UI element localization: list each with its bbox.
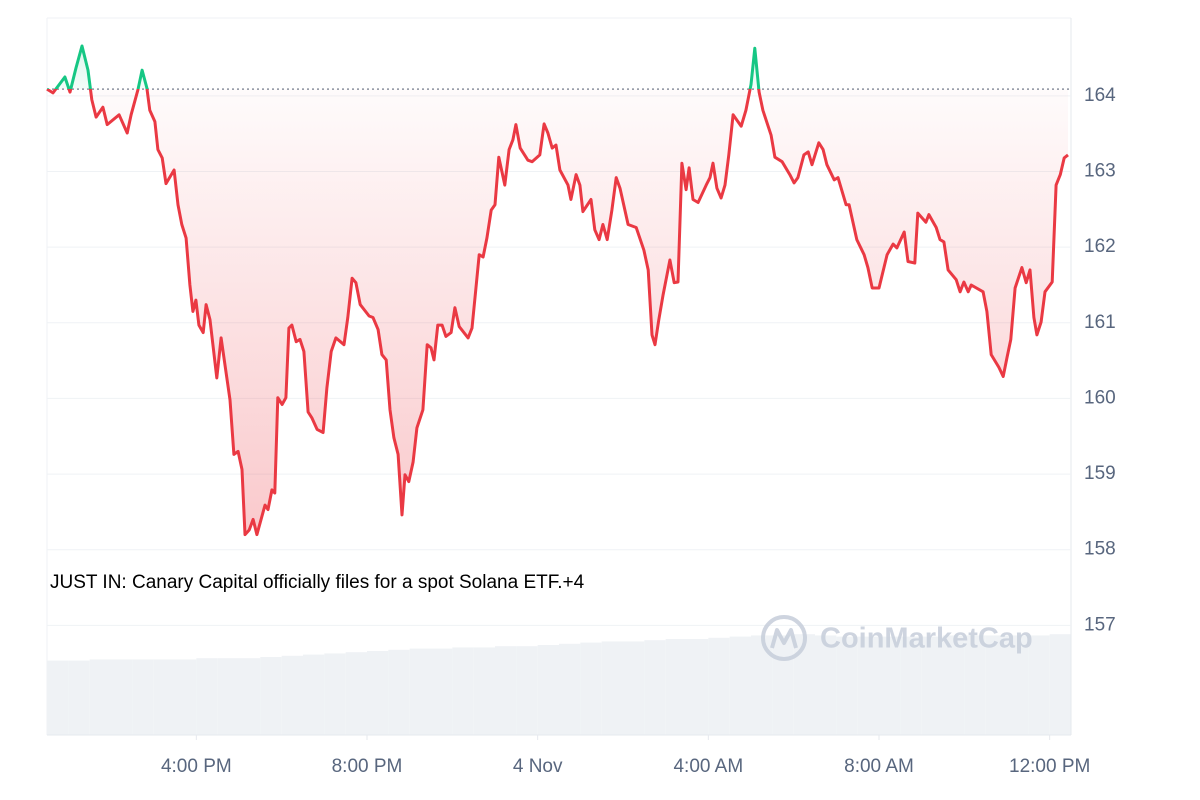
volume-bar (601, 641, 623, 735)
watermark-text: CoinMarketCap (820, 623, 1033, 655)
y-tick-label: 157 (1084, 614, 1116, 635)
volume-bar (665, 639, 687, 735)
watermark-logo (761, 615, 807, 661)
volume-bar (111, 659, 133, 735)
watermark: CoinMarketCap (761, 615, 1033, 661)
volume-bar (153, 659, 175, 735)
volume-bar (409, 648, 431, 735)
volume-bar (516, 646, 538, 735)
volume-bar (1028, 635, 1050, 735)
volume-bar (537, 645, 559, 735)
volume-bar (281, 655, 303, 735)
y-tick-label: 160 (1084, 387, 1116, 408)
volume-bar (879, 636, 901, 735)
volume-bar (1049, 634, 1071, 735)
y-tick-label: 162 (1084, 236, 1116, 257)
volume-bar (687, 639, 709, 735)
y-tick-label: 161 (1084, 312, 1116, 333)
volume-bar (921, 636, 943, 735)
volume-bar (623, 641, 645, 735)
volume-bar (217, 658, 239, 735)
x-tick-label: 4 Nov (513, 756, 563, 777)
volume-bar (431, 648, 453, 735)
x-tick-label: 12:00 PM (1009, 756, 1090, 777)
x-tick-label: 4:00 PM (161, 756, 232, 777)
volume-bar (239, 658, 261, 735)
volume-bar (345, 652, 367, 735)
volume-bar (751, 635, 773, 735)
volume-bar (964, 635, 986, 735)
volume-bar (729, 636, 751, 735)
volume-bar (495, 646, 517, 735)
volume-bar (943, 635, 965, 735)
volume-bar (708, 637, 730, 735)
volume-bar (644, 640, 666, 735)
volume-bar (388, 649, 410, 735)
volume-bar (473, 647, 495, 735)
y-tick-label: 159 (1084, 463, 1116, 484)
plot (46, 44, 1071, 537)
volume-bar (793, 634, 815, 735)
volume-bar (68, 660, 90, 735)
volume-layer (47, 634, 1071, 735)
volume-bar (857, 636, 879, 735)
watermark-logo-mark (770, 628, 798, 649)
x-tick-label: 4:00 AM (673, 756, 743, 777)
y-tick-label: 164 (1084, 85, 1116, 106)
volume-bar (196, 658, 218, 735)
price-area (47, 46, 1068, 535)
volume-bar (452, 647, 474, 735)
price-line (46, 44, 1069, 537)
volume-bar (367, 651, 389, 735)
volume-bar (772, 635, 794, 735)
y-tick-label: 158 (1084, 539, 1116, 560)
volume-bar (1007, 635, 1029, 735)
volume-bar (580, 642, 602, 735)
volume-bar (815, 635, 837, 735)
volume-bar (260, 657, 282, 735)
volume-bar (324, 653, 346, 735)
volume-bar (89, 659, 111, 735)
x-tick-label: 8:00 PM (332, 756, 403, 777)
annotation: JUST IN: Canary Capital officially files… (50, 572, 585, 593)
volume-bar (559, 643, 581, 735)
axes: 157 158 159 160 161 162 163 164 4:00 PM 8:00 PM 4 … (161, 85, 1116, 777)
x-tick-label: 8:00 AM (844, 756, 914, 777)
volume-bar (132, 659, 154, 735)
volume-bar (175, 659, 197, 735)
volume-bar (985, 635, 1007, 735)
y-tick-label: 163 (1084, 161, 1116, 182)
volume-bar (900, 636, 922, 735)
volume-bar (47, 660, 69, 735)
volume-bar (303, 654, 325, 735)
volume-bar (836, 636, 858, 735)
